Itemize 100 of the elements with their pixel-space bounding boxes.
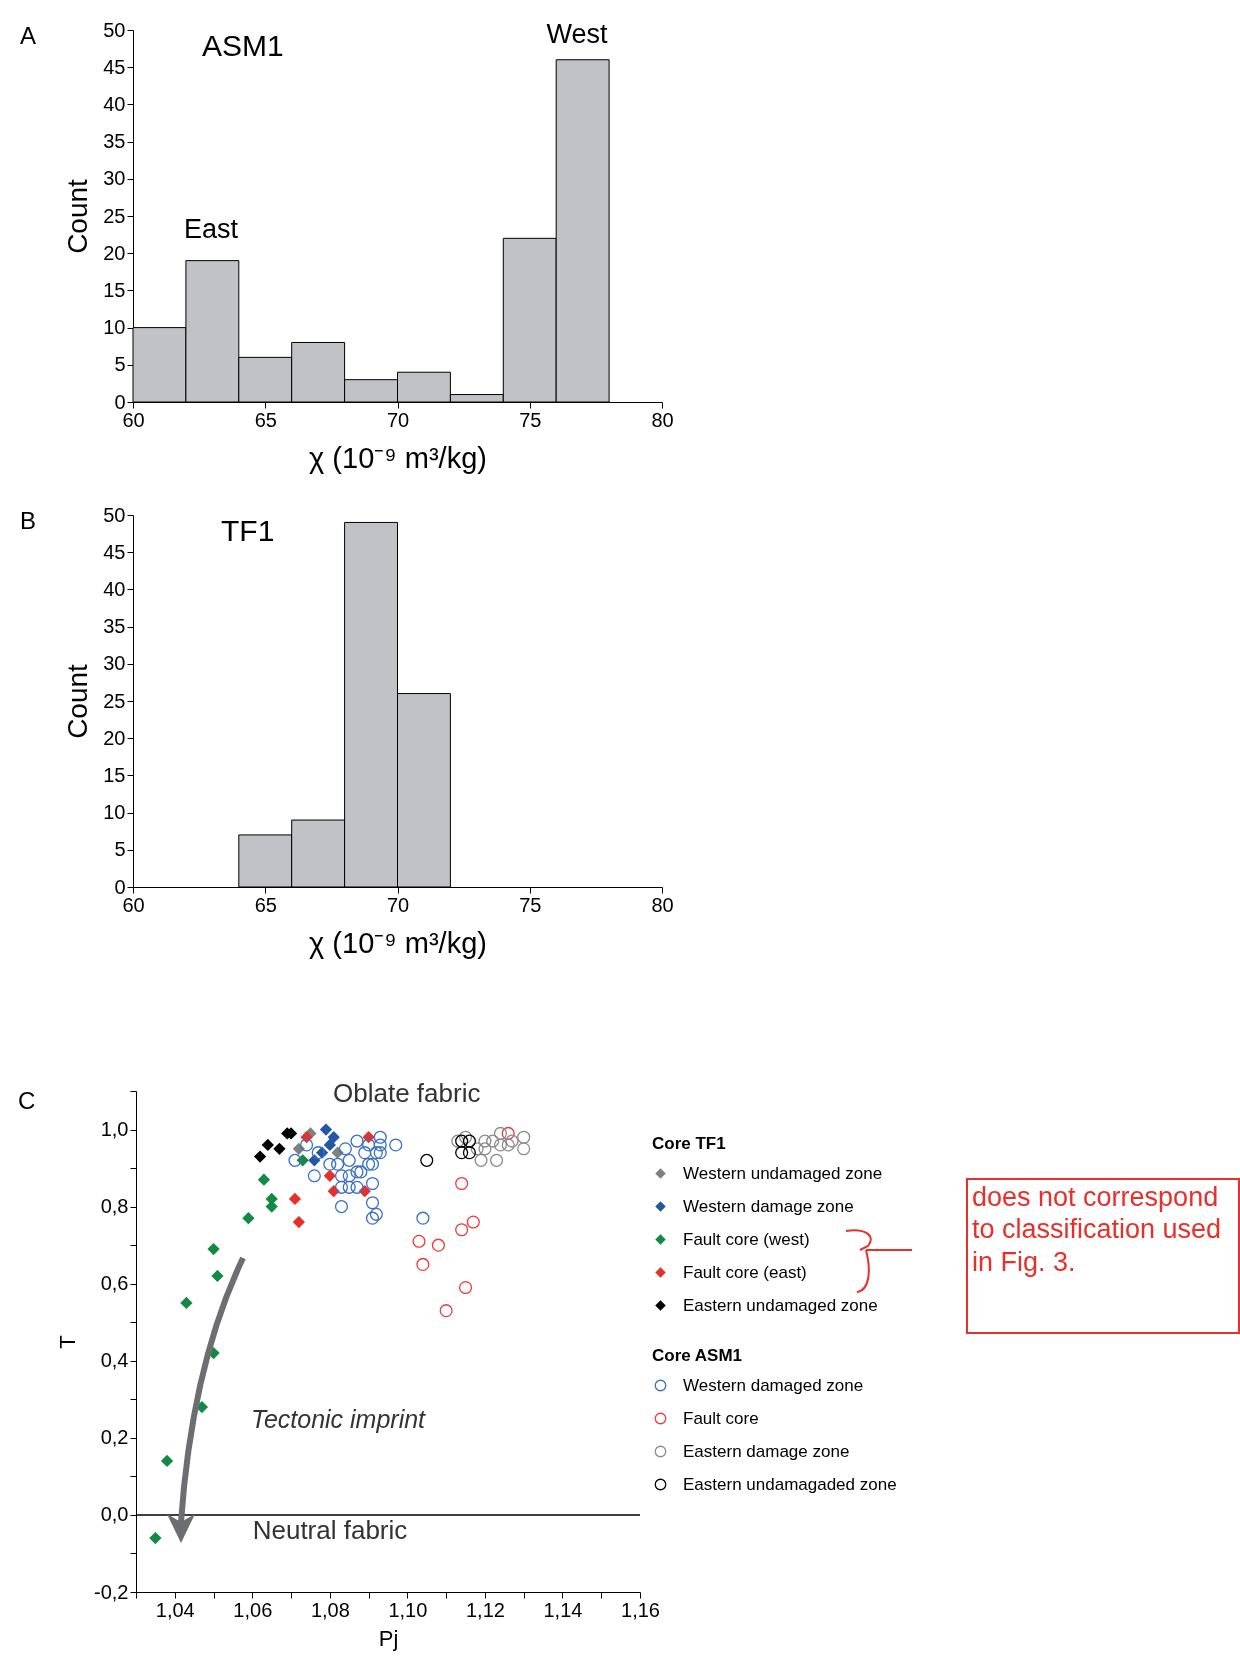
annotation: West <box>546 19 608 49</box>
x-tick-label: 65 <box>254 408 277 431</box>
point <box>300 1138 314 1152</box>
point <box>455 1146 469 1160</box>
point <box>319 1123 333 1136</box>
point <box>365 1211 380 1225</box>
point <box>462 1134 476 1148</box>
y-tick-label: 20 <box>103 726 126 749</box>
point <box>365 1196 380 1210</box>
point <box>323 1138 336 1152</box>
point <box>350 1134 364 1148</box>
point <box>389 1138 403 1152</box>
point <box>311 1146 325 1160</box>
y-tick-label: 35 <box>103 615 126 638</box>
text: Core ASM1 <box>652 1346 743 1365</box>
chart-title: ASM1 <box>202 29 284 62</box>
point <box>261 1138 274 1152</box>
point <box>365 1157 380 1171</box>
point <box>420 1153 434 1167</box>
legend-label: Fault core (east) <box>683 1262 807 1282</box>
y-tick-label: 5 <box>114 838 126 861</box>
annotation: East <box>183 214 239 244</box>
y-tick-label: 45 <box>103 540 126 563</box>
point <box>517 1142 531 1156</box>
note-box: does not correspond to classification used in Fig. 3. <box>966 1178 1240 1334</box>
text: B <box>20 507 37 534</box>
point <box>160 1454 174 1468</box>
point <box>149 1531 162 1545</box>
x-axis-title: Pj <box>378 1625 399 1651</box>
y-tick-label: 35 <box>103 130 126 153</box>
point <box>462 1146 476 1160</box>
legend-label: Fault core (west) <box>683 1229 810 1249</box>
x-tick-label: 1,12 <box>465 1598 505 1621</box>
point <box>365 1176 380 1191</box>
point <box>431 1238 445 1252</box>
point <box>458 1130 473 1144</box>
point <box>334 1169 349 1183</box>
y-tick-label: 30 <box>103 652 126 675</box>
annotation: Oblate fabric <box>333 1078 481 1108</box>
point <box>342 1180 356 1194</box>
point <box>455 1223 469 1237</box>
y-tick-label: 0,0 <box>100 1503 129 1526</box>
point <box>416 1211 430 1225</box>
point <box>362 1157 376 1171</box>
y-tick-label: 10 <box>103 316 126 339</box>
x-tick-label: 1,04 <box>155 1598 195 1621</box>
point <box>505 1134 519 1148</box>
point <box>292 1215 305 1229</box>
y-tick-label: 40 <box>103 577 126 600</box>
point <box>362 1138 376 1152</box>
annotation: Neutral fabric <box>252 1515 408 1545</box>
x-tick-label: 1,14 <box>543 1598 583 1621</box>
y-tick-label: 10 <box>103 801 126 824</box>
point <box>211 1269 224 1283</box>
text: A <box>20 22 37 49</box>
point <box>327 1131 340 1144</box>
point <box>327 1185 340 1198</box>
y-tick-label: 30 <box>103 167 126 190</box>
y-tick-label: 20 <box>103 241 126 264</box>
point <box>369 1146 383 1160</box>
point <box>474 1153 488 1167</box>
point <box>369 1207 383 1221</box>
point <box>323 1157 337 1171</box>
point <box>288 1192 302 1206</box>
y-tick-label: 15 <box>103 278 126 301</box>
x-axis-title: χ (10⁻⁹ m³/kg) <box>309 926 487 959</box>
y-axis-title: Count <box>62 178 94 254</box>
x-tick-label: 70 <box>386 408 410 431</box>
point <box>257 1173 271 1186</box>
text: C <box>18 1087 36 1114</box>
x-tick-label: 80 <box>651 408 674 431</box>
point <box>478 1134 492 1148</box>
point <box>253 1150 267 1163</box>
annotation: Tectonic imprint <box>250 1405 427 1433</box>
x-tick-label: 1,16 <box>621 1598 660 1621</box>
y-tick-label: 1,0 <box>100 1118 129 1141</box>
legend-label: Fault core <box>683 1408 759 1428</box>
point <box>342 1153 356 1167</box>
point <box>354 1165 368 1179</box>
point <box>489 1153 504 1167</box>
point <box>180 1296 193 1310</box>
point <box>478 1142 492 1156</box>
point <box>486 1134 500 1148</box>
chart-title: TF1 <box>221 514 275 547</box>
y-tick-label: 0,2 <box>100 1426 129 1449</box>
y-axis-title: T <box>55 1335 81 1349</box>
y-tick-label: 5 <box>114 353 126 376</box>
legend-label: Western damage zone <box>683 1196 854 1216</box>
point <box>273 1142 286 1155</box>
point <box>338 1142 352 1156</box>
point <box>501 1126 515 1140</box>
point <box>242 1212 255 1225</box>
point <box>350 1180 364 1194</box>
x-tick-label: 1,08 <box>310 1598 350 1621</box>
x-tick-label: 75 <box>519 408 542 431</box>
y-tick-label: 25 <box>103 689 126 712</box>
point <box>455 1134 469 1148</box>
point <box>412 1234 426 1248</box>
point <box>373 1138 387 1152</box>
y-tick-label: 0,8 <box>100 1195 129 1218</box>
